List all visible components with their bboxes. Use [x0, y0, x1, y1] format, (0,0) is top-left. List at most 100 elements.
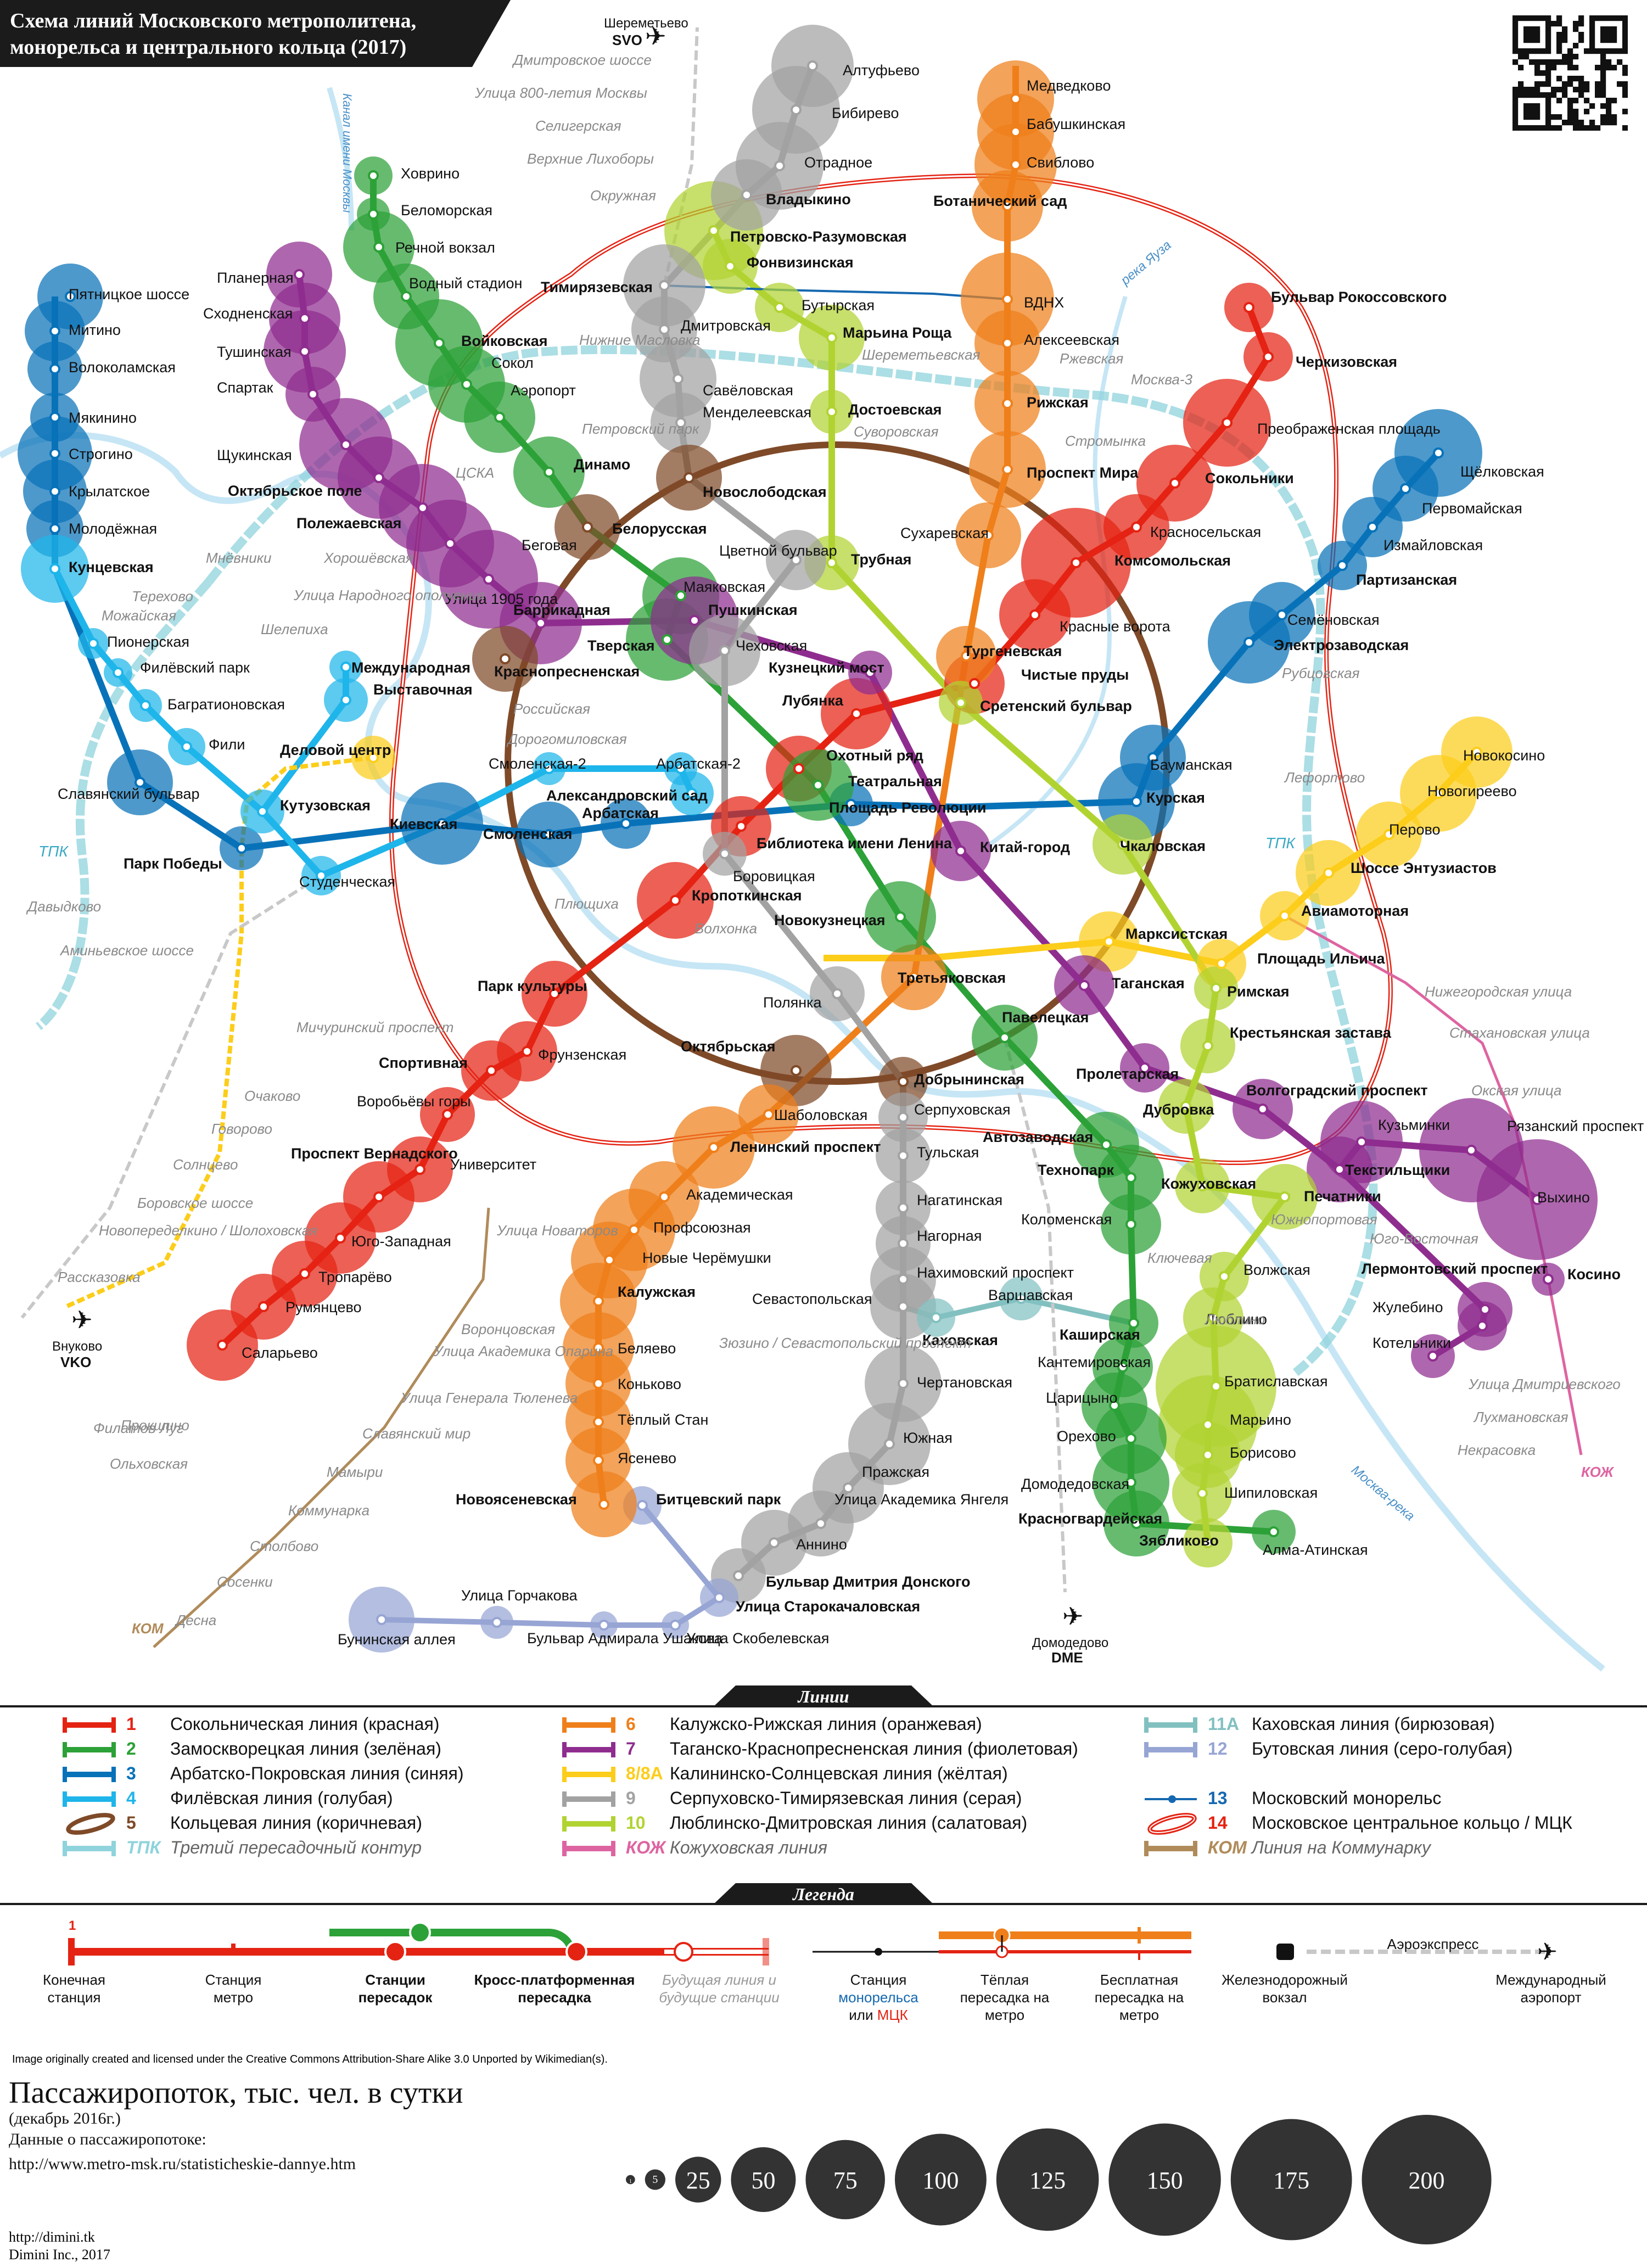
station-175-label[interactable]: Румянцево	[285, 1299, 362, 1315]
station-54-label[interactable]: Площадь Ильича	[1257, 950, 1385, 967]
station-123-marker[interactable]	[401, 291, 412, 302]
station-66-label[interactable]: Печатники	[1304, 1188, 1381, 1205]
station-137-marker[interactable]	[898, 1076, 909, 1087]
station-13-marker[interactable]	[236, 843, 247, 854]
station-186-marker[interactable]	[1125, 1477, 1136, 1488]
station-147-label[interactable]: Пражская	[862, 1464, 929, 1480]
station-153-marker[interactable]	[598, 1620, 609, 1631]
station-37-label[interactable]: Черкизовская	[1296, 354, 1397, 370]
station-5-marker[interactable]	[49, 486, 60, 497]
station-4-marker[interactable]	[49, 448, 60, 459]
station-33-marker[interactable]	[1071, 557, 1082, 568]
station-42-label[interactable]: Партизанская	[1356, 572, 1457, 588]
station-154-label[interactable]: Улица Горчакова	[461, 1587, 578, 1604]
station-14-label[interactable]: Кутузовская	[280, 797, 371, 814]
station-164-marker[interactable]	[629, 1224, 640, 1235]
station-80-marker[interactable]	[1010, 126, 1021, 137]
station-18-marker[interactable]	[544, 763, 554, 774]
station-128-marker[interactable]	[368, 752, 379, 763]
station-37-marker[interactable]	[1263, 351, 1274, 362]
station-145-label[interactable]: Чертановская	[917, 1374, 1012, 1391]
station-136-label[interactable]: Павелецкая	[1002, 1009, 1089, 1026]
station-173-label[interactable]: Юго-Западная	[351, 1233, 451, 1250]
passenger-flow-source-link[interactable]: http://www.metro-msk.ru/statisticheskie-…	[9, 2155, 356, 2173]
station-14-marker[interactable]	[257, 806, 268, 817]
station-113-marker[interactable]	[417, 502, 428, 513]
station-109-label[interactable]: Баррикадная	[513, 602, 610, 618]
station-78-label[interactable]: Косино	[1567, 1266, 1621, 1283]
station-55-marker[interactable]	[1211, 983, 1222, 994]
station-1-marker[interactable]	[49, 326, 60, 337]
station-27-marker[interactable]	[851, 708, 862, 719]
station-105-marker[interactable]	[675, 590, 686, 601]
station-6-label[interactable]: Молодёжная	[69, 520, 157, 537]
station-145-marker[interactable]	[898, 1378, 909, 1389]
station-51-label[interactable]: Перово	[1389, 821, 1441, 838]
station-12-label[interactable]: Славянский бульвар	[58, 786, 200, 802]
station-19-label[interactable]: Арбатская	[582, 805, 659, 821]
station-63-label[interactable]: Рязанский проспект	[1507, 1118, 1644, 1134]
station-110-label[interactable]: Краснопресненская	[494, 663, 640, 680]
station-182-label[interactable]: Автозаводская	[983, 1129, 1093, 1145]
station-65-marker[interactable]	[1334, 1164, 1345, 1175]
station-112-label[interactable]: Беговая	[522, 537, 577, 553]
station-178-marker[interactable]	[1016, 1293, 1027, 1304]
station-127-label[interactable]: Динамо	[574, 456, 630, 473]
station-98-marker[interactable]	[807, 60, 818, 71]
station-23-marker[interactable]	[719, 848, 730, 859]
station-162-label[interactable]: Калужская	[618, 1284, 696, 1300]
station-29-label[interactable]: Чистые пруды	[1021, 667, 1129, 683]
station-62-marker[interactable]	[1356, 1136, 1367, 1147]
station-72-marker[interactable]	[1202, 1449, 1213, 1460]
station-41-marker[interactable]	[1367, 522, 1378, 533]
station-44-marker[interactable]	[1243, 637, 1254, 648]
station-172-label[interactable]: Проспект Вернадского	[291, 1145, 458, 1162]
station-169-marker[interactable]	[486, 1065, 497, 1076]
station-133-marker[interactable]	[670, 895, 681, 906]
station-156-marker[interactable]	[637, 1500, 648, 1511]
station-129-label[interactable]: Выставочная	[373, 681, 473, 698]
station-50-marker[interactable]	[1433, 788, 1444, 799]
station-111-marker[interactable]	[483, 574, 494, 585]
station-139-label[interactable]: Серпуховская	[914, 1101, 1010, 1118]
station-115-marker[interactable]	[340, 439, 351, 450]
station-39-label[interactable]: Щёлковская	[1460, 463, 1544, 480]
station-184-label[interactable]: Царицыно	[1046, 1390, 1117, 1406]
station-185-marker[interactable]	[1125, 1433, 1136, 1444]
station-51-marker[interactable]	[1383, 829, 1394, 840]
station-44-label[interactable]: Электрозаводская	[1274, 637, 1409, 653]
station-139-marker[interactable]	[898, 1112, 909, 1123]
station-142-label[interactable]: Нагорная	[917, 1228, 982, 1244]
station-93-label[interactable]: Фонвизинская	[747, 254, 854, 271]
station-7-label[interactable]: Кунцевская	[69, 559, 154, 575]
station-60-marker[interactable]	[1257, 1104, 1268, 1115]
station-60-label[interactable]: Волгоградский проспект	[1246, 1082, 1428, 1099]
station-30-marker[interactable]	[961, 651, 972, 662]
station-45-marker[interactable]	[1147, 752, 1158, 763]
station-11-label[interactable]: Фили	[209, 736, 245, 753]
station-69-marker[interactable]	[1208, 1312, 1219, 1323]
station-171-label[interactable]: Университет	[450, 1156, 536, 1173]
station-117-label[interactable]: Тушинская	[217, 344, 292, 360]
station-68-label[interactable]: Волжская	[1243, 1262, 1310, 1278]
station-132-marker[interactable]	[549, 988, 560, 999]
station-38-label[interactable]: Бульвар Рокоссовского	[1271, 289, 1447, 305]
station-111-label[interactable]: Улица 1905 года	[445, 591, 558, 607]
station-40-marker[interactable]	[1400, 483, 1411, 494]
station-146-label[interactable]: Южная	[903, 1430, 953, 1446]
station-148-marker[interactable]	[815, 1518, 826, 1529]
station-95-marker[interactable]	[741, 189, 752, 200]
station-3-label[interactable]: Мякинино	[69, 410, 137, 426]
station-73-marker[interactable]	[1197, 1488, 1208, 1499]
station-84-label[interactable]: Алексеевская	[1024, 332, 1119, 348]
station-61-marker[interactable]	[1180, 1101, 1191, 1112]
station-177-marker[interactable]	[1128, 1318, 1139, 1329]
station-58-marker[interactable]	[1202, 1040, 1213, 1051]
station-16-marker[interactable]	[436, 818, 447, 829]
station-149-marker[interactable]	[769, 1537, 780, 1548]
station-36-marker[interactable]	[1222, 417, 1233, 428]
station-143-label[interactable]: Нахимовский проспект	[917, 1264, 1074, 1281]
station-55-label[interactable]: Римская	[1227, 983, 1290, 1000]
station-11-marker[interactable]	[181, 741, 192, 752]
station-1-label[interactable]: Митино	[69, 322, 121, 338]
